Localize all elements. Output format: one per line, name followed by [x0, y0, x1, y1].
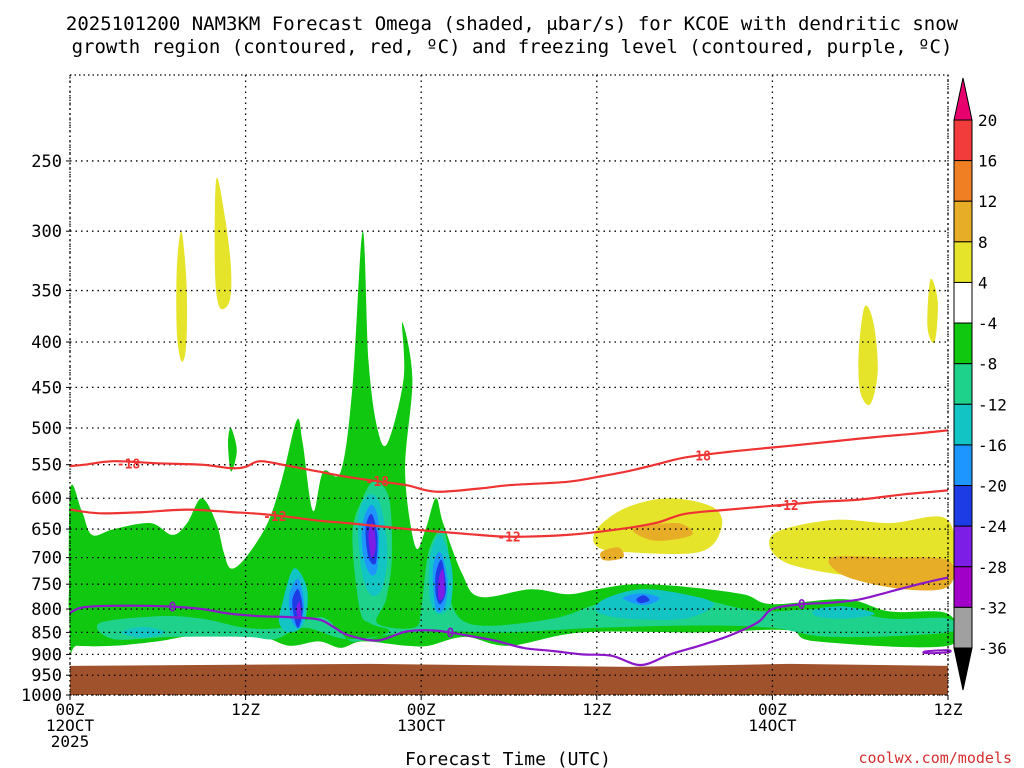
y-tick-label-950: 950: [31, 666, 62, 686]
chart-title-line1: 2025101200 NAM3KM Forecast Omega (shaded…: [66, 13, 959, 35]
omega-region-12: [68, 556, 85, 620]
y-tick-label-900: 900: [31, 645, 62, 665]
y-tick-label-450: 450: [31, 378, 62, 398]
colorbar-segment-13: [953, 606, 973, 649]
y-tick-label-850: 850: [31, 623, 62, 643]
colorbar-segment-12: [953, 566, 973, 608]
dgz-contour-1-line: [69, 489, 949, 538]
omega-region-3: [927, 278, 938, 344]
omega-region-9: [828, 556, 955, 591]
dgz-contour-0-label-1: -18: [366, 475, 390, 490]
colorbar-segment-top: [953, 77, 973, 121]
axes-layer: 2503003504004505005506006507007508008509…: [21, 74, 963, 751]
colorbar-label-12: -32: [978, 598, 1007, 617]
plot-frame: [69, 74, 949, 696]
colorbar-segment-5: [953, 281, 973, 324]
x-tick-label-24-1: 13OCT: [397, 716, 446, 735]
colorbar-segment-8: [953, 403, 973, 446]
colorbar-label-4: 4: [978, 273, 988, 292]
colorbar-segment-6: [953, 322, 973, 365]
y-tick-label-350: 350: [31, 282, 62, 302]
dgz-contour-1-label-2: -12: [775, 499, 798, 514]
dgz-contour-1-label-1: -12: [497, 531, 520, 546]
x-tick-label-24-0: 00Z: [407, 700, 436, 719]
y-tick-label-750: 750: [31, 575, 62, 595]
x-tick-label-36-0: 12Z: [582, 700, 611, 719]
colorbar-label-9: -20: [978, 477, 1007, 496]
colorbar-segment-2: [953, 160, 973, 202]
y-tick-label-550: 550: [31, 456, 62, 476]
colorbar-segment-3: [953, 200, 973, 243]
omega-region-28: [368, 522, 376, 558]
freezing-level-contour-label-1: 0: [447, 626, 455, 641]
freezing-level-contour-label-2: 0: [798, 598, 806, 613]
colorbar-label-5: -4: [978, 314, 997, 333]
omega-region-19: [812, 606, 875, 619]
colorbar-segment-7: [953, 363, 973, 405]
colorbar-segment-1: [953, 119, 973, 162]
x-tick-label-0-1: 12OCT: [46, 716, 95, 735]
y-tick-label-300: 300: [31, 222, 62, 242]
omega-region-10: [68, 231, 961, 654]
freezing-level-loop: [922, 649, 952, 655]
omega-region-11: [228, 427, 237, 472]
colorbar-label-10: -24: [978, 517, 1007, 536]
x-axis-label: Forecast Time (UTC): [405, 749, 611, 768]
contour-layer: -18 -18 -18 -12 -12 -12 0 0 0: [69, 429, 952, 667]
omega-region-7: [632, 522, 693, 541]
omega-region-30: [296, 601, 302, 620]
x-tick-label-0-0: 00Z: [56, 700, 85, 719]
y-tick-label-250: 250: [31, 152, 62, 172]
colorbar-label-7: -12: [978, 395, 1007, 414]
colorbar-label-2: 12: [978, 192, 997, 211]
omega-region-0: [176, 231, 188, 362]
colorbar-segment-4: [953, 241, 973, 283]
y-tick-label-400: 400: [31, 333, 62, 353]
omega-region-13: [96, 481, 960, 642]
colorbar-label-0: 20: [978, 111, 997, 130]
y-tick-label-700: 700: [31, 549, 62, 569]
omega-region-2: [858, 305, 878, 406]
colorbar: 20 16 12 8 4 -4 -8 -12 -16 -20 -24 -28 -32 -36: [953, 77, 1007, 691]
y-tick-label-600: 600: [31, 489, 62, 509]
colorbar-label-11: -28: [978, 558, 1007, 577]
colorbar-segment-10: [953, 485, 973, 527]
grid-layer: [69, 75, 949, 696]
colorbar-segment-bottom: [953, 647, 973, 691]
ground-fill: [70, 663, 948, 695]
x-tick-label-48-0: 00Z: [758, 700, 787, 719]
colorbar-segment-9: [953, 444, 973, 487]
y-tick-label-800: 800: [31, 600, 62, 620]
ground-layer: [70, 663, 948, 695]
y-tick-label-500: 500: [31, 419, 62, 439]
dgz-contour-0-label-2: -18: [687, 449, 711, 464]
colorbar-label-13: -36: [978, 639, 1007, 658]
omega-region-1: [214, 177, 232, 310]
omega-region-29: [438, 568, 445, 601]
omega-shading-layer: [68, 177, 961, 654]
dgz-contour-0-label-0: -18: [117, 457, 141, 472]
dgz-contour-0-line: [69, 429, 949, 493]
colorbar-label-6: -8: [978, 355, 997, 374]
colorbar-label-8: -16: [978, 436, 1007, 455]
colorbar-segment-11: [953, 525, 973, 568]
dgz-contour-1-label-0: -12: [263, 510, 286, 525]
colorbar-label-1: 16: [978, 152, 997, 171]
colorbar-label-3: 8: [978, 233, 988, 252]
y-tick-label-1000: 1000: [21, 686, 62, 706]
x-tick-label-48-1: 14OCT: [748, 716, 797, 735]
freezing-level-contour-line: [69, 576, 949, 667]
omega-region-18: [121, 626, 166, 638]
watermark: coolwx.com/models: [858, 749, 1012, 767]
freezing-level-contour-label-0: 0: [169, 601, 177, 616]
x-tick-label-60-0: 12Z: [934, 700, 963, 719]
x-tick-label-12-0: 12Z: [231, 700, 260, 719]
y-tick-label-650: 650: [31, 520, 62, 540]
x-tick-label-0-2: 2025: [51, 732, 90, 751]
omega-region-27: [636, 595, 650, 604]
chart-title-line2: growth region (contoured, red, ºC) and f…: [72, 36, 953, 58]
omega-region-8: [600, 547, 624, 561]
